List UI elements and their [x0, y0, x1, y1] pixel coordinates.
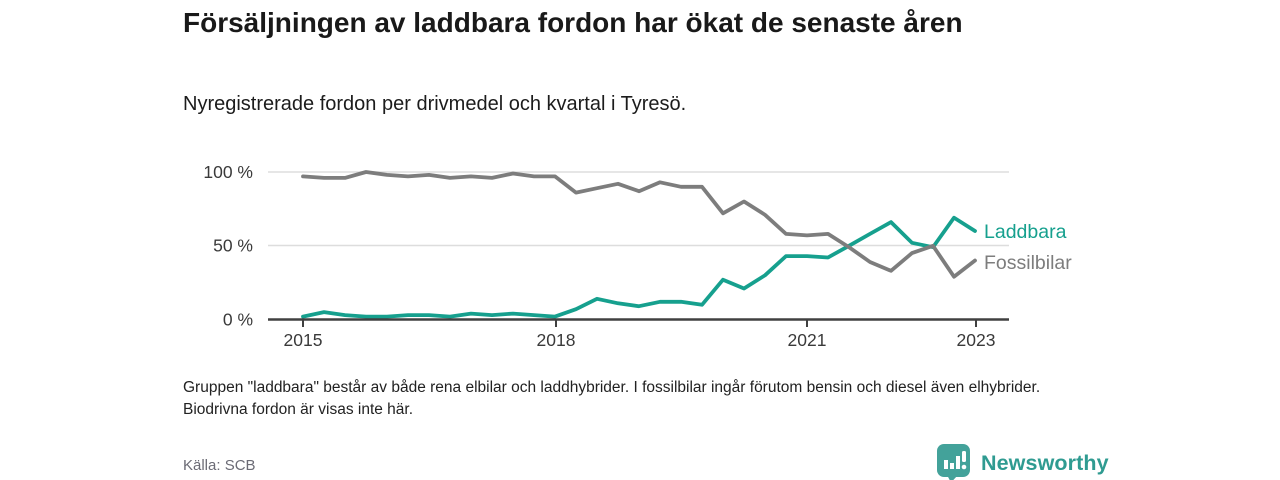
- newsworthy-logo-icon: [936, 443, 972, 480]
- x-tick-label-2018: 2018: [537, 330, 576, 350]
- x-tick-label-2021: 2021: [788, 330, 827, 350]
- chart-title: Försäljningen av laddbara fordon har öka…: [183, 7, 963, 38]
- y-tick-label-0: 0 %: [223, 310, 253, 330]
- line-chart: 100 % 50 % 0 % 2015 2018 2021 2023 Laddb…: [0, 152, 1280, 368]
- y-tick-label-50: 50 %: [213, 236, 253, 256]
- series-line-fossilbilar: [301, 170, 977, 279]
- x-tick-label-2015: 2015: [284, 330, 323, 350]
- chart-subtitle: Nyregistrerade fordon per drivmedel och …: [183, 93, 687, 115]
- series-label-fossilbilar: Fossilbilar: [984, 252, 1072, 274]
- series-label-laddbara: Laddbara: [984, 221, 1067, 243]
- y-tick-label-100: 100 %: [203, 162, 253, 182]
- series-lines: [301, 170, 977, 319]
- source-label: Källa: SCB: [183, 457, 256, 474]
- chart-footnote: Gruppen "laddbara" består av både rena e…: [183, 379, 1041, 418]
- brand-name: Newsworthy: [981, 450, 1109, 475]
- x-tick-label-2023: 2023: [957, 330, 996, 350]
- series-line-laddbara: [301, 215, 977, 319]
- bar-chart-speech-bubble-icon: [937, 444, 970, 480]
- chart-svg: 100 % 50 % 0 % 2015 2018 2021 2023 Laddb…: [203, 162, 1072, 350]
- newsworthy-logo-link[interactable]: Newsworthy: [936, 443, 1109, 480]
